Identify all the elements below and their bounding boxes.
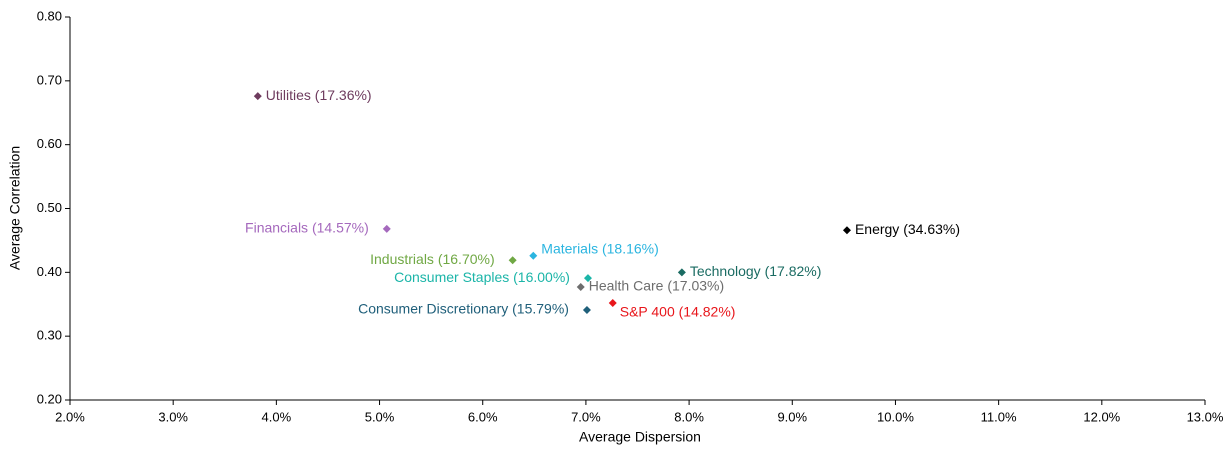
y-tick-label: 0.60 <box>37 136 62 151</box>
x-tick-label: 10.0% <box>877 409 914 424</box>
point <box>576 283 585 292</box>
point <box>583 274 592 283</box>
point-label: S&P 400 (14.82%) <box>620 304 736 320</box>
x-tick-label: 2.0% <box>55 409 85 424</box>
x-tick-label: 3.0% <box>158 409 188 424</box>
y-tick-label: 0.80 <box>37 8 62 23</box>
point-label: Industrials (16.70%) <box>370 251 495 267</box>
y-tick-label: 0.70 <box>37 72 62 87</box>
x-tick-label: 8.0% <box>674 409 704 424</box>
point-label: Energy (34.63%) <box>855 221 960 237</box>
point <box>382 224 391 233</box>
y-axis-label: Average Correlation <box>7 146 23 270</box>
x-tick-label: 13.0% <box>1187 409 1224 424</box>
y-tick-label: 0.30 <box>37 328 62 343</box>
y-tick-label: 0.40 <box>37 264 62 279</box>
x-tick-label: 5.0% <box>365 409 395 424</box>
point-label: Materials (18.16%) <box>541 240 659 256</box>
x-tick-label: 4.0% <box>262 409 292 424</box>
x-tick-label: 7.0% <box>571 409 601 424</box>
y-tick-label: 0.20 <box>37 391 62 406</box>
x-tick-label: 12.0% <box>1083 409 1120 424</box>
point <box>677 268 686 277</box>
point <box>608 298 617 307</box>
x-tick-label: 6.0% <box>468 409 498 424</box>
point <box>582 305 591 314</box>
x-tick-label: 11.0% <box>981 409 1017 424</box>
point <box>253 92 262 101</box>
point <box>508 256 517 265</box>
point <box>529 251 538 260</box>
point-label: Health Care (17.03%) <box>589 278 724 294</box>
point <box>842 226 851 235</box>
point-label: Utilities (17.36%) <box>266 87 372 103</box>
y-tick-label: 0.50 <box>37 200 62 215</box>
x-tick-label: 9.0% <box>777 409 807 424</box>
point-label: Financials (14.57%) <box>245 220 369 236</box>
point-label: Consumer Discretionary (15.79%) <box>358 301 569 317</box>
point-label: Consumer Staples (16.00%) <box>394 269 570 285</box>
x-axis-label: Average Dispersion <box>579 429 701 445</box>
point-label: Technology (17.82%) <box>690 263 822 279</box>
